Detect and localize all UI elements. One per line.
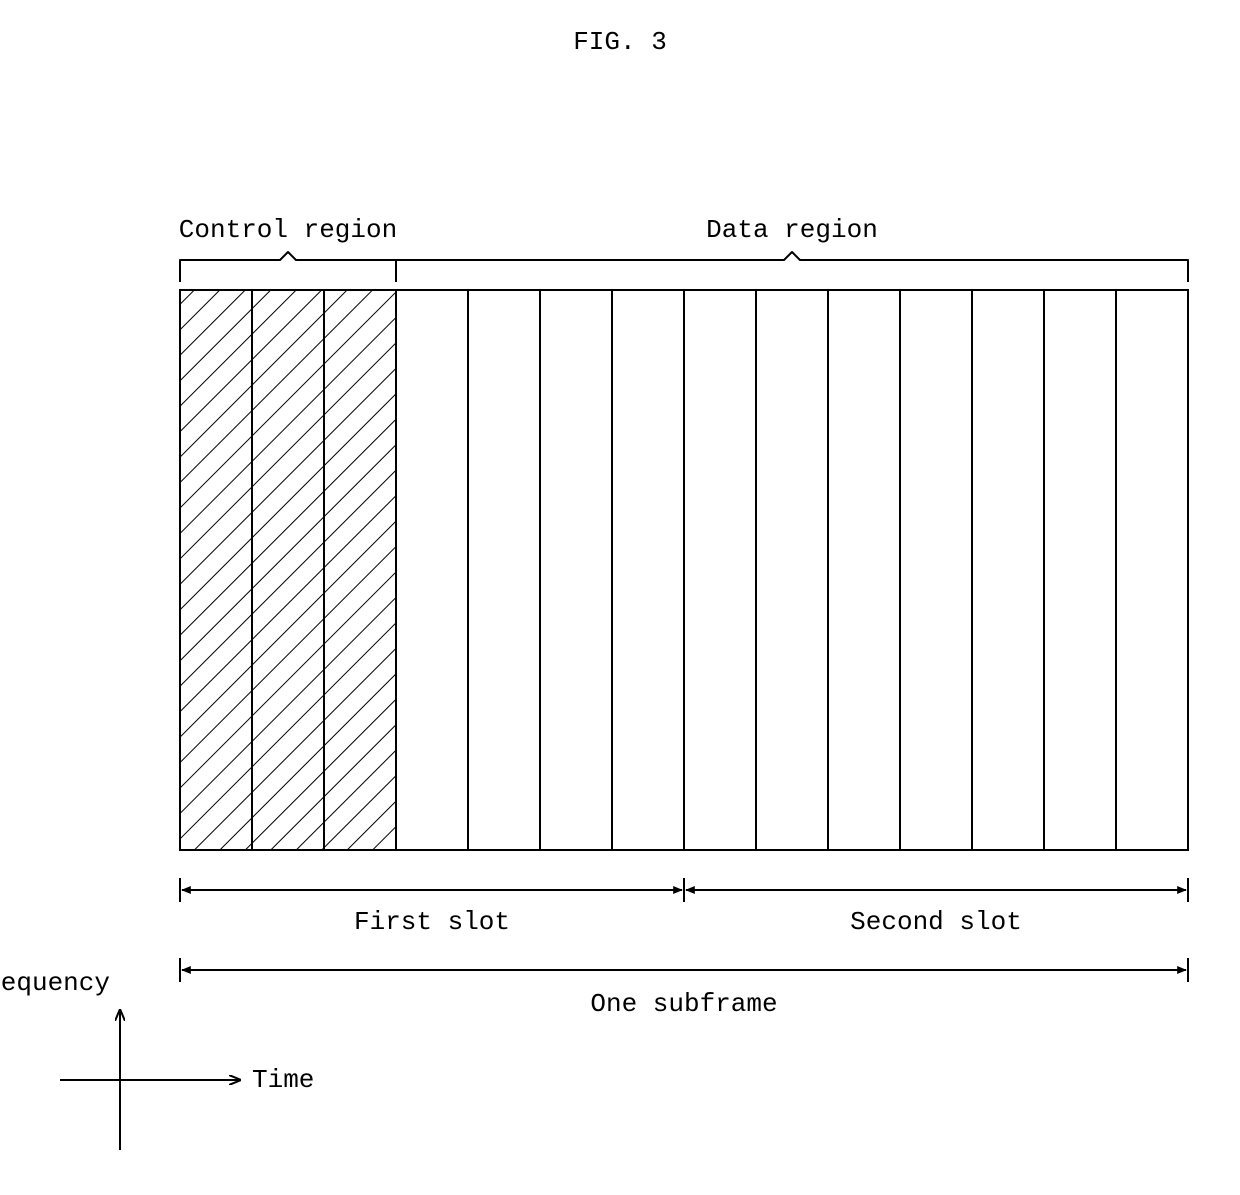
figure-title: FIG. 3 <box>573 27 667 57</box>
control-region-label: Control region <box>179 215 397 245</box>
frequency-label: Frequency <box>0 968 110 998</box>
one-subframe-label: One subframe <box>590 989 777 1019</box>
control-region-fill <box>180 290 396 850</box>
first-slot-label: First slot <box>354 907 510 937</box>
second-slot-label: Second slot <box>850 907 1022 937</box>
time-label: Time <box>252 1065 314 1095</box>
data-region-label: Data region <box>706 215 878 245</box>
